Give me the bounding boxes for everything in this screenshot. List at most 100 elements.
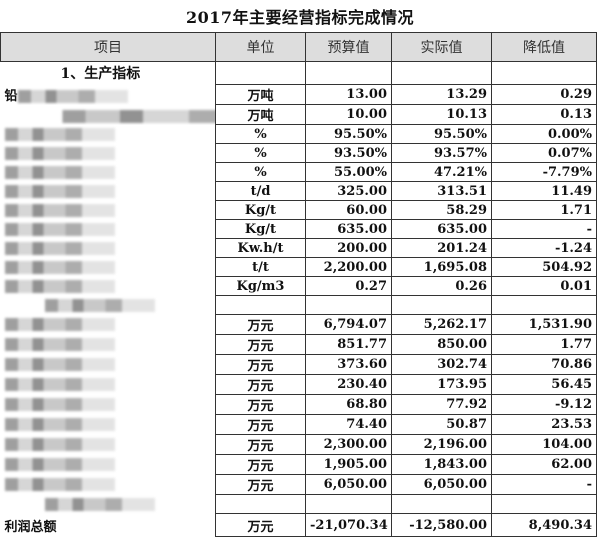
redacted-text	[4, 418, 115, 431]
cell-reduction: 1.77	[491, 334, 597, 355]
cell-actual: 95.50%	[391, 124, 492, 144]
cell-budget: 325.00	[305, 181, 392, 201]
table-row: 铅 万吨 13.00 13.29 0.29	[0, 84, 597, 105]
cell-item	[0, 334, 216, 355]
cell-reduction: 23.53	[491, 414, 597, 435]
cell-budget: -21,070.34	[305, 513, 392, 537]
cell-reduction: 0.01	[491, 276, 597, 296]
cell-unit: t/d	[215, 181, 306, 201]
redacted-text	[4, 279, 115, 293]
redacted-text	[4, 184, 115, 198]
table-row: % 95.50% 95.50% 0.00%	[0, 124, 597, 144]
cell-unit: 万元	[215, 314, 306, 335]
cell-reduction: 56.45	[491, 374, 597, 395]
cell-unit: Kg/m3	[215, 276, 306, 296]
cell-budget: 230.40	[305, 374, 392, 395]
cell-reduction: 0.29	[491, 84, 597, 105]
cell-item	[0, 181, 216, 201]
cell-reduction	[491, 295, 597, 315]
table-row: 万元 68.80 77.92 -9.12	[0, 394, 597, 415]
table-row: 万元 373.60 302.74 70.86	[0, 354, 597, 375]
cell-reduction: -	[491, 219, 597, 239]
cell-reduction: 1,531.90	[491, 314, 597, 335]
cell-budget: 373.60	[305, 354, 392, 375]
cell-actual: 850.00	[391, 334, 492, 355]
cell-budget: 60.00	[305, 200, 392, 220]
cell-item	[0, 257, 216, 277]
cell-actual: 47.21%	[391, 162, 492, 182]
cell-item	[0, 276, 216, 296]
col-unit: 单位	[215, 32, 306, 62]
cell-item	[0, 238, 216, 258]
cell-unit: 万元	[215, 394, 306, 415]
cell-actual: 50.87	[391, 414, 492, 435]
redacted-text	[4, 241, 115, 255]
cell-actual: -12,580.00	[391, 513, 492, 537]
cell-unit	[215, 494, 306, 514]
cell-item	[0, 162, 216, 182]
cell-actual: 0.26	[391, 276, 492, 296]
table-row: % 93.50% 93.57% 0.07%	[0, 143, 597, 163]
cell-item	[0, 494, 216, 514]
header-row: 项目 单位 预算值 实际值 降低值	[0, 32, 597, 62]
cell-budget: 2,300.00	[305, 434, 392, 455]
cell-reduction: -	[491, 474, 597, 495]
cell-unit: %	[215, 143, 306, 163]
redacted-text	[44, 497, 155, 511]
cell-actual: 201.24	[391, 238, 492, 258]
cell-item	[0, 200, 216, 220]
cell-reduction: -9.12	[491, 394, 597, 415]
cell-reduction: -7.79%	[491, 162, 597, 182]
cell-budget: 10.00	[305, 104, 392, 125]
cell-budget	[305, 494, 392, 514]
cell-budget: 851.77	[305, 334, 392, 355]
cell-actual: 93.57%	[391, 143, 492, 163]
cell-item	[0, 295, 216, 315]
table-row: 万元 851.77 850.00 1.77	[0, 334, 597, 355]
cell-reduction: 1.71	[491, 200, 597, 220]
table-row: Kw.h/t 200.00 201.24 -1.24	[0, 238, 597, 258]
table-row: % 55.00% 47.21% -7.79%	[0, 162, 597, 182]
cell-actual: 302.74	[391, 354, 492, 375]
cell-budget: 74.40	[305, 414, 392, 435]
cell-unit: 万元	[215, 474, 306, 495]
cell-item	[0, 219, 216, 239]
cell-item	[0, 454, 216, 475]
redacted-text	[4, 146, 115, 160]
redacted-text	[4, 203, 115, 217]
cell-budget: 6,794.07	[305, 314, 392, 335]
cell-unit: %	[215, 124, 306, 144]
table-row: 万元 74.40 50.87 23.53	[0, 414, 597, 435]
cell-reduction: 104.00	[491, 434, 597, 455]
cell-unit: %	[215, 162, 306, 182]
cell-item	[0, 314, 216, 335]
cell-budget: 93.50%	[305, 143, 392, 163]
table-row: Kg/m3 0.27 0.26 0.01	[0, 276, 597, 296]
redacted-text	[4, 110, 215, 123]
cell-unit: 万元	[215, 414, 306, 435]
cell-actual: 1,695.08	[391, 257, 492, 277]
cell-unit: 万元	[215, 454, 306, 475]
cell-unit: Kg/t	[215, 200, 306, 220]
redacted-text	[44, 298, 155, 312]
cell-actual	[391, 494, 492, 514]
table-row: 万元 2,300.00 2,196.00 104.00	[0, 434, 597, 455]
table-row: 万元 1,905.00 1,843.00 62.00	[0, 454, 597, 475]
table-row: 万元 230.40 173.95 56.45	[0, 374, 597, 395]
redacted-text	[4, 358, 115, 371]
cell-unit: 万元	[215, 374, 306, 395]
cell-item: 铅	[0, 84, 216, 105]
redacted-text	[4, 458, 115, 471]
cell-unit: 万元	[215, 354, 306, 375]
cell-reduction: -1.24	[491, 238, 597, 258]
redacted-text	[4, 260, 115, 274]
cell-actual: 5,262.17	[391, 314, 492, 335]
cell-budget: 1,905.00	[305, 454, 392, 475]
cell-reduction: 0.13	[491, 104, 597, 125]
redacted-text	[4, 222, 115, 236]
cell-reduction: 504.92	[491, 257, 597, 277]
redacted-text	[4, 378, 115, 391]
cell-unit: Kw.h/t	[215, 238, 306, 258]
table-row: t/t 2,200.00 1,695.08 504.92	[0, 257, 597, 277]
